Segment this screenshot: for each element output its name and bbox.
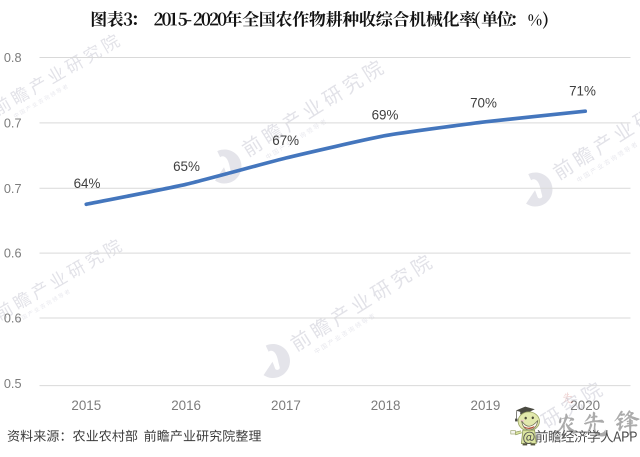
svg-text:0.6: 0.6	[4, 247, 22, 261]
svg-text:0.8: 0.8	[4, 51, 22, 65]
svg-text:64%: 64%	[74, 176, 101, 191]
svg-text:0.7: 0.7	[4, 182, 22, 196]
svg-text:65%: 65%	[173, 159, 200, 174]
svg-text:71%: 71%	[569, 84, 596, 99]
svg-text:0.5: 0.5	[4, 377, 22, 391]
svg-text:69%: 69%	[372, 108, 399, 123]
svg-text:67%: 67%	[272, 133, 299, 148]
svg-text:2017: 2017	[271, 398, 301, 413]
svg-text:2019: 2019	[471, 398, 501, 413]
svg-text:2015: 2015	[71, 398, 101, 413]
svg-text:0.6: 0.6	[4, 312, 22, 326]
svg-text:2018: 2018	[371, 398, 401, 413]
svg-text:2020: 2020	[570, 398, 600, 413]
svg-text:2016: 2016	[171, 398, 201, 413]
svg-text:0.7: 0.7	[4, 117, 22, 131]
svg-text:70%: 70%	[470, 96, 497, 111]
